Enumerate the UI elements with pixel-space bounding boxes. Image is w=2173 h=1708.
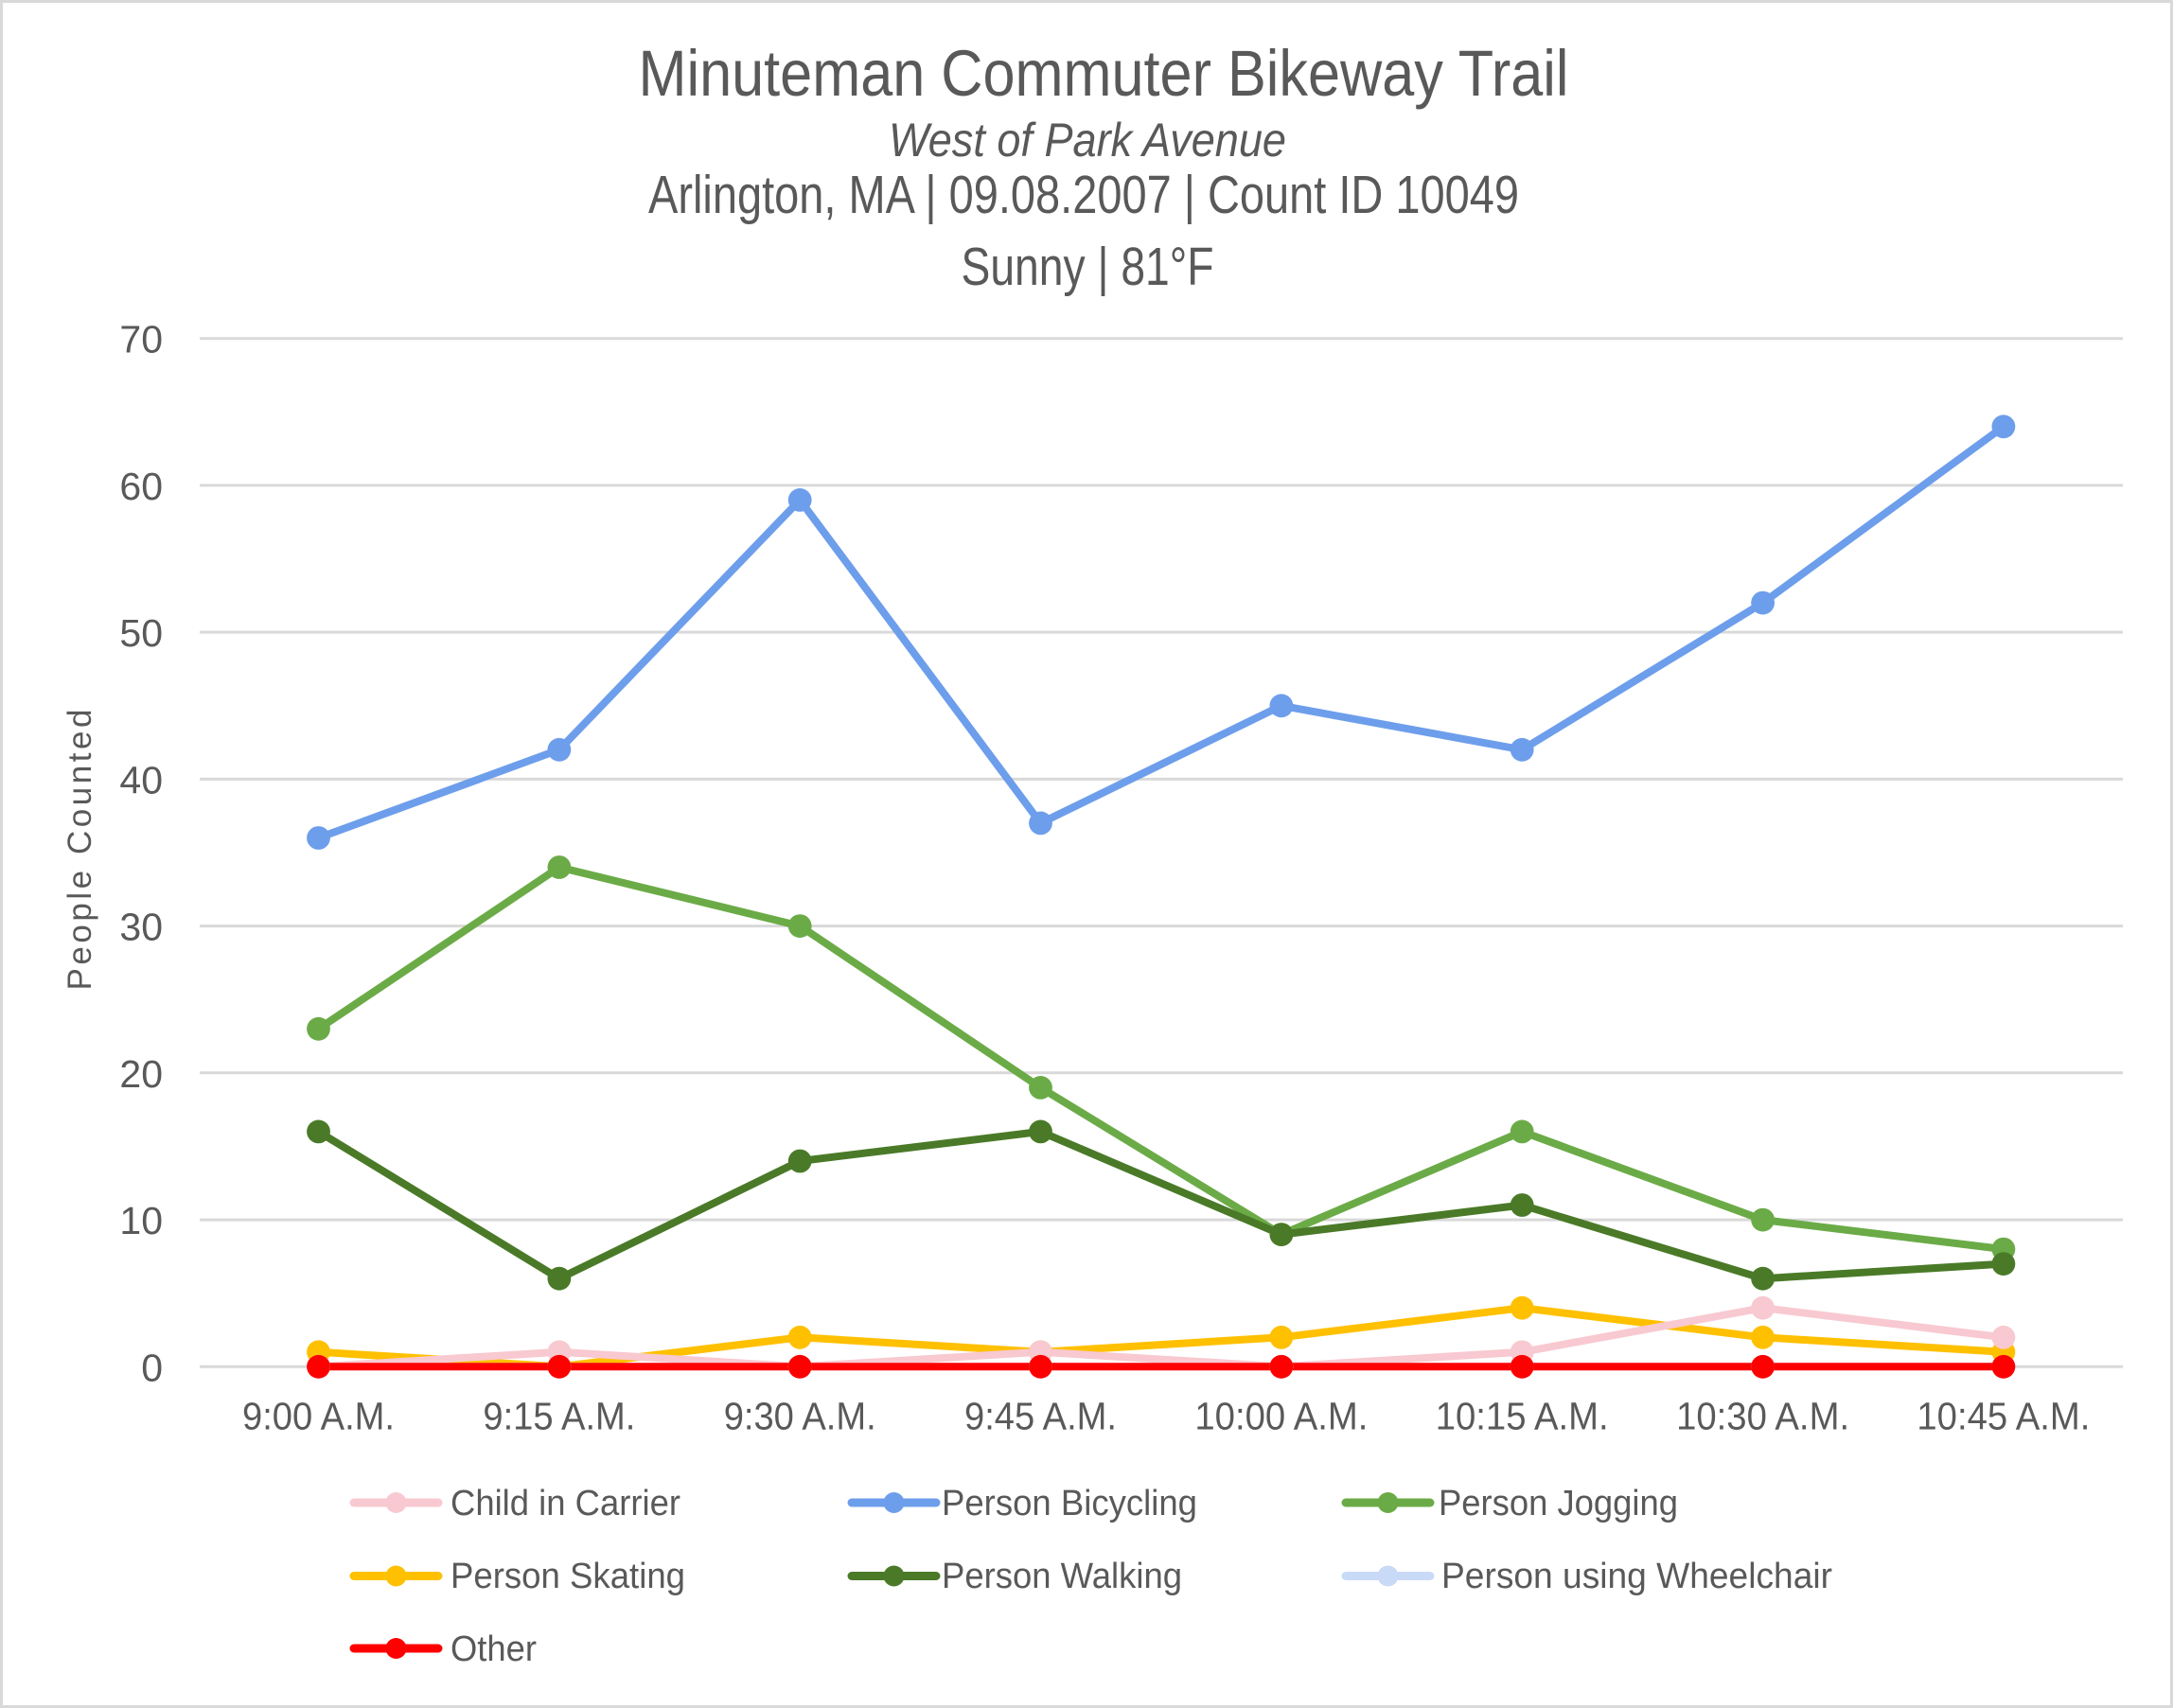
svg-text:Person Skating: Person Skating (450, 1557, 685, 1596)
svg-text:9:45 A.M.: 9:45 A.M. (964, 1395, 1117, 1438)
svg-text:Person using Wheelchair: Person using Wheelchair (1441, 1557, 1832, 1596)
svg-text:10:00 A.M.: 10:00 A.M. (1194, 1395, 1368, 1438)
svg-text:Other: Other (450, 1629, 537, 1669)
svg-text:70: 70 (119, 318, 163, 361)
svg-text:10:30 A.M.: 10:30 A.M. (1676, 1395, 1849, 1438)
svg-text:20: 20 (119, 1052, 163, 1096)
svg-text:West of Park Avenue: West of Park Avenue (889, 114, 1286, 167)
svg-text:60: 60 (119, 465, 163, 508)
svg-text:Person Bicycling: Person Bicycling (942, 1484, 1197, 1523)
svg-text:10: 10 (119, 1199, 163, 1242)
svg-text:0: 0 (141, 1346, 163, 1389)
svg-text:Minuteman Commuter Bikeway Tra: Minuteman Commuter Bikeway Trail (639, 37, 1569, 110)
svg-text:Person Walking: Person Walking (942, 1557, 1182, 1596)
svg-text:50: 50 (119, 611, 163, 655)
svg-text:Child in Carrier: Child in Carrier (450, 1484, 680, 1523)
svg-text:Person Jogging: Person Jogging (1439, 1484, 1678, 1523)
svg-text:9:30 A.M.: 9:30 A.M. (724, 1395, 876, 1438)
svg-text:9:00 A.M.: 9:00 A.M. (242, 1395, 395, 1438)
svg-text:Arlington, MA | 09.08.2007 | C: Arlington, MA | 09.08.2007 | Count ID 10… (648, 165, 1519, 225)
svg-text:30: 30 (119, 906, 163, 949)
svg-text:10:15 A.M.: 10:15 A.M. (1436, 1395, 1609, 1438)
svg-text:People Counted: People Counted (62, 710, 98, 991)
svg-text:9:15 A.M.: 9:15 A.M. (483, 1395, 635, 1438)
svg-text:10:45 A.M.: 10:45 A.M. (1917, 1395, 2090, 1438)
svg-text:Sunny | 81°F: Sunny | 81°F (962, 237, 1214, 297)
svg-text:40: 40 (119, 758, 163, 801)
